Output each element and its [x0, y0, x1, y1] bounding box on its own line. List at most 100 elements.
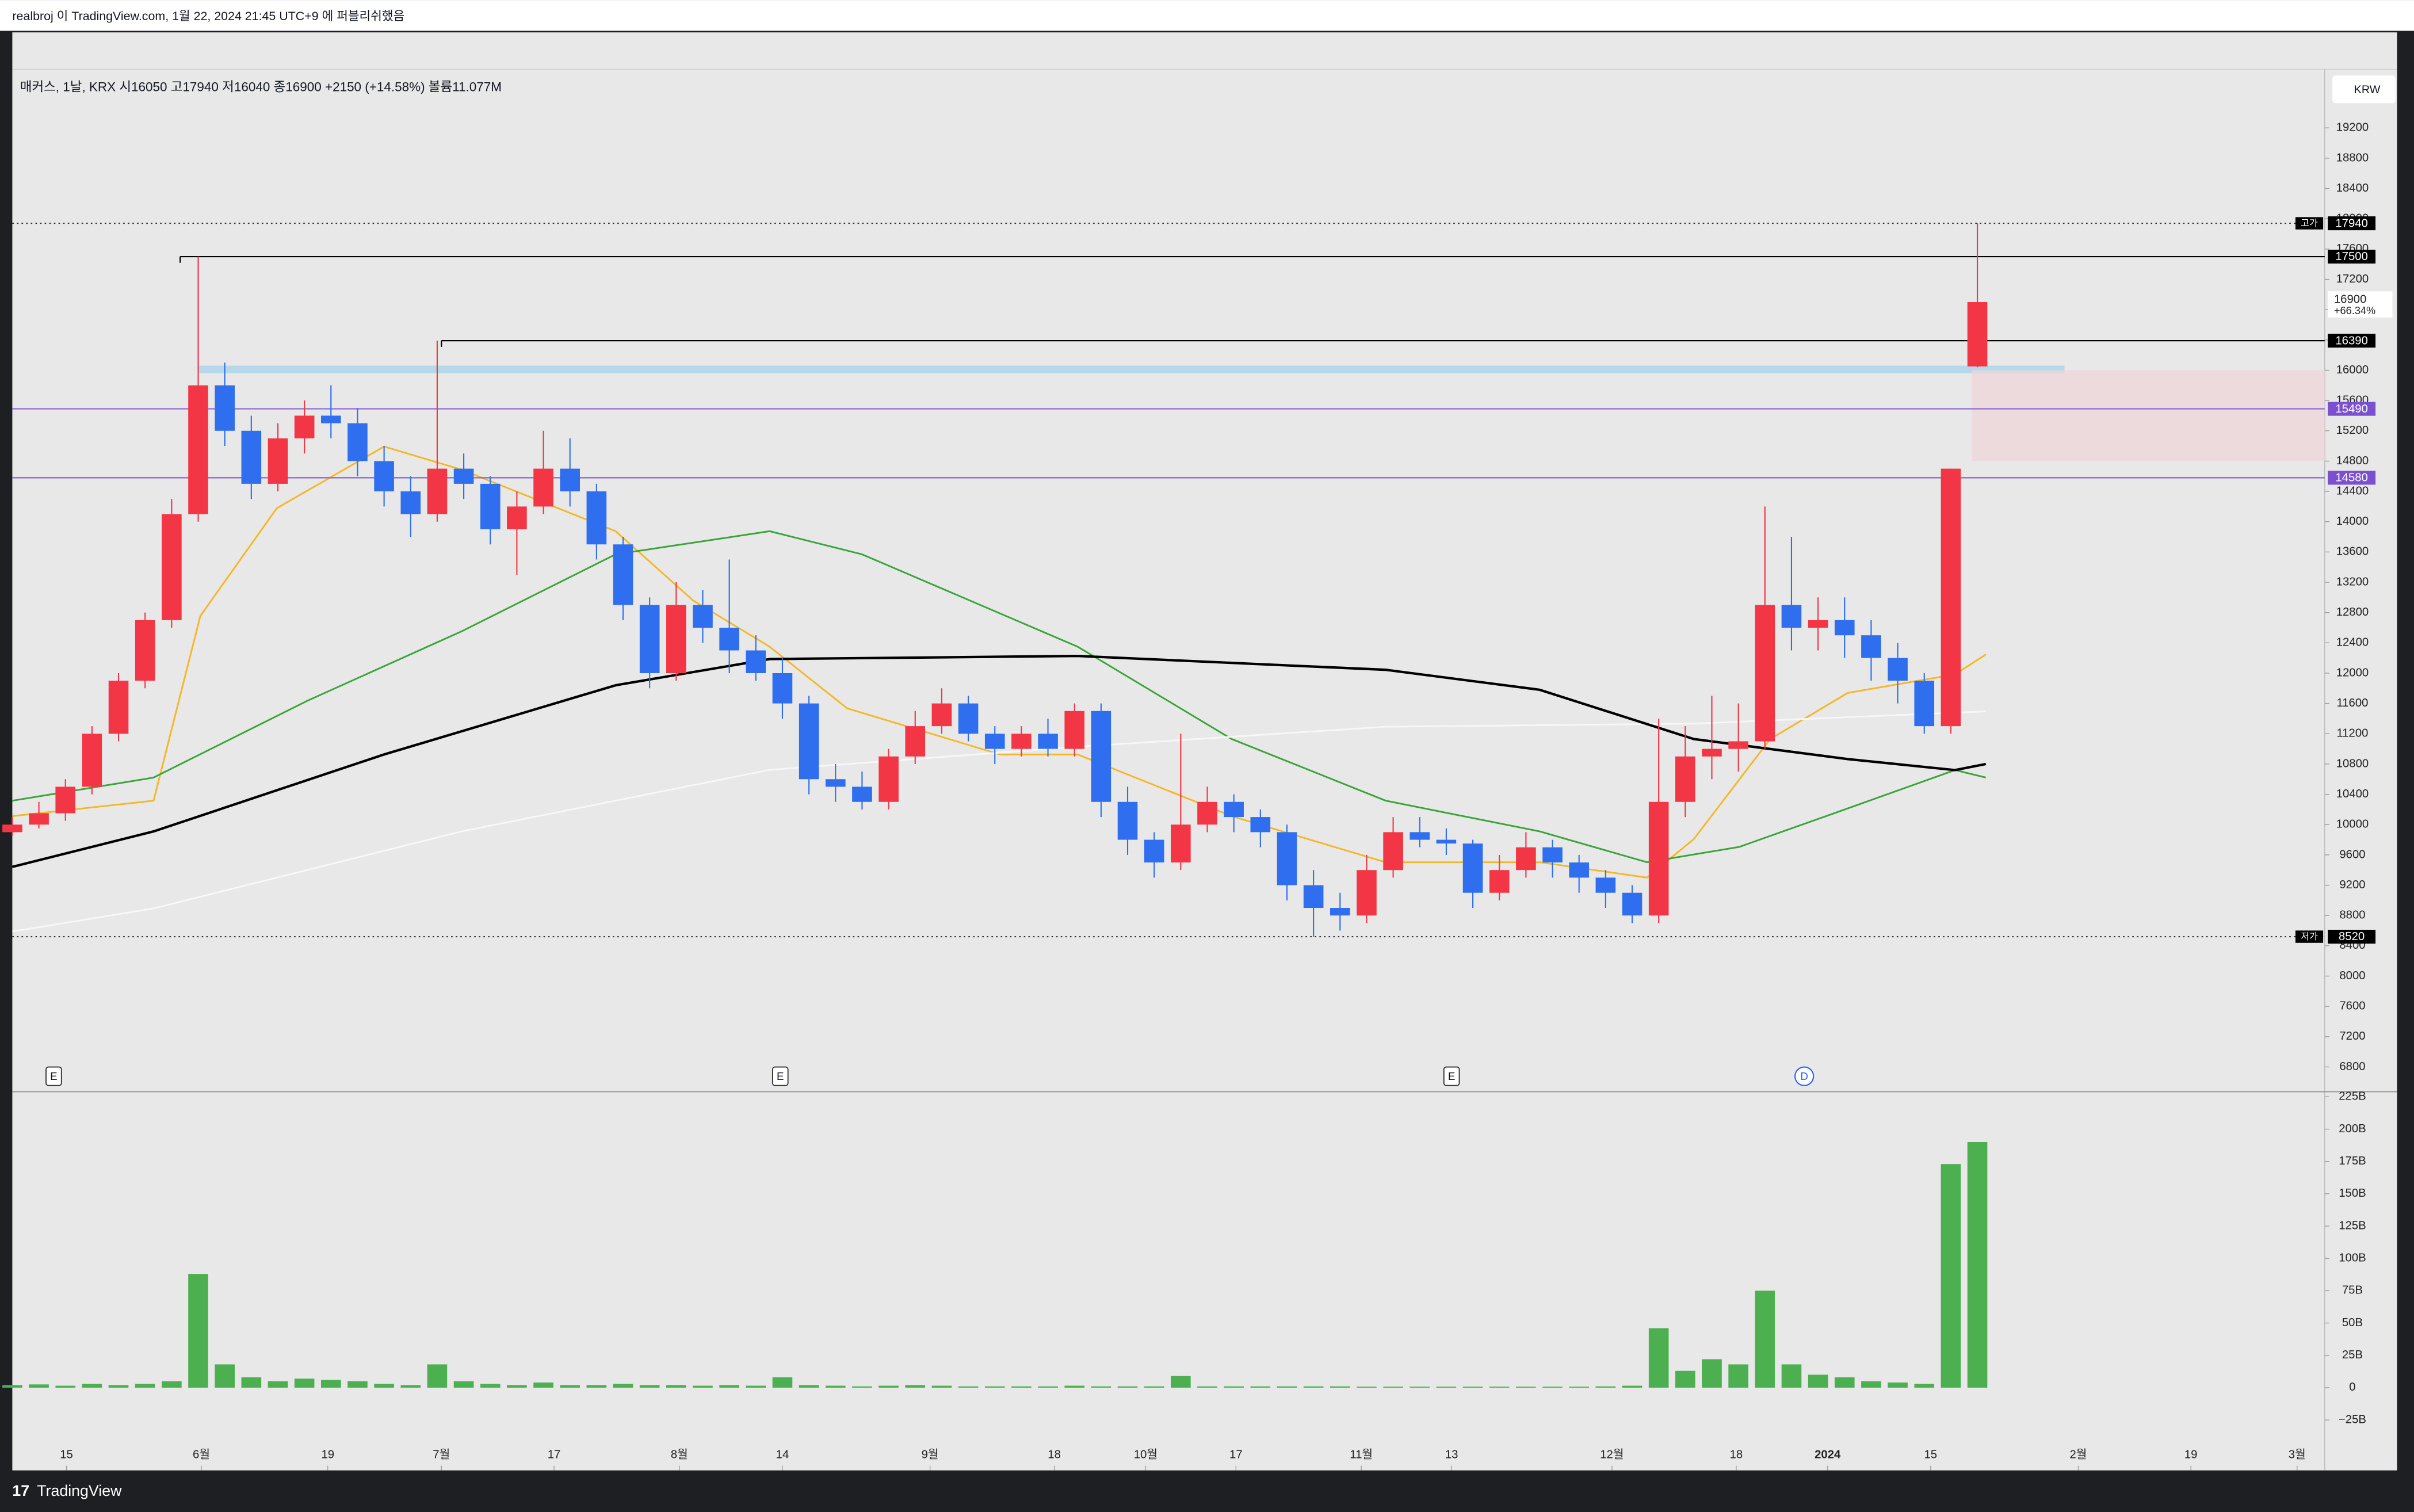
candle-body [1542, 847, 1563, 863]
volume-tick-label: 25B [2342, 1349, 2363, 1361]
candle-body [1941, 468, 1961, 727]
candle-body [586, 491, 607, 545]
volume-bar [29, 1384, 49, 1388]
volume-bar [1462, 1387, 1483, 1388]
candle-body [613, 544, 633, 605]
x-tick-label: 19 [321, 1448, 334, 1461]
volume-bar [693, 1385, 713, 1388]
volume-bar [135, 1384, 155, 1388]
volume-bar [427, 1364, 448, 1388]
volume-bar [1436, 1387, 1457, 1388]
candle-body [1011, 734, 1032, 749]
candle-body [1224, 801, 1244, 818]
x-tick-label: 18 [1048, 1448, 1061, 1461]
volume-bar [1781, 1364, 1802, 1388]
volume-bar [294, 1379, 315, 1388]
header-text: realbroj 이 TradingView.com, 1월 22, 2024 … [12, 9, 404, 23]
price-tag-label: 17940 [2335, 217, 2368, 230]
candle-body [268, 438, 288, 484]
volume-bar [639, 1385, 660, 1388]
y-tick-label: 14800 [2336, 455, 2369, 467]
x-tick-label: 13 [1445, 1448, 1458, 1461]
candle-body [82, 734, 102, 787]
volume-bar [1595, 1386, 1616, 1388]
candle-body [1516, 847, 1536, 870]
candle-body [1808, 620, 1828, 628]
event-label: E [50, 1070, 58, 1082]
y-tick-label: 9600 [2339, 848, 2365, 861]
candle-body [453, 468, 474, 484]
price-tag-label: 15490 [2335, 403, 2368, 415]
currency-box [2332, 75, 2396, 104]
volume-bar [1303, 1386, 1324, 1388]
price-tag [2328, 402, 2376, 416]
volume-bar [878, 1385, 899, 1388]
event-marker [1794, 1066, 1815, 1086]
candle-body [294, 415, 315, 438]
candle-body [1330, 908, 1350, 916]
currency: KRW [2354, 83, 2381, 96]
volume-bar [1144, 1386, 1164, 1388]
x-tick-label: 2월 [2069, 1448, 2087, 1461]
candle-body [878, 756, 899, 802]
volume-bar [215, 1364, 235, 1388]
candle-body [746, 650, 766, 673]
event-marker [1443, 1066, 1460, 1086]
candle-body [1410, 832, 1430, 840]
price-tag-label: 16390 [2335, 334, 2368, 347]
candle-body [1702, 749, 1722, 757]
volume-bar [1888, 1382, 1908, 1388]
volume-bar [1197, 1386, 1217, 1388]
y-tick-label: 19200 [2336, 121, 2369, 134]
volume-bar [320, 1380, 341, 1388]
legend: 매커스, 1날, KRX 시16050 고17940 저16040 종16900… [20, 80, 502, 94]
candle-body [241, 430, 262, 484]
candle-body [825, 779, 846, 787]
candle-body [533, 468, 553, 507]
candle-body [799, 703, 819, 780]
candle-body [1755, 605, 1775, 742]
x-tick-label: 12월 [1600, 1448, 1624, 1461]
volume-bar [453, 1381, 474, 1388]
candle-body [1888, 658, 1908, 681]
volume-bar [1330, 1386, 1350, 1388]
candle-body [1171, 824, 1191, 863]
y-tick-label: 16000 [2336, 364, 2369, 376]
volume-bar [1011, 1386, 1032, 1388]
candle-body [984, 734, 1005, 749]
volume-tick-label: 150B [2339, 1187, 2366, 1200]
x-tick-label: 19 [2184, 1448, 2198, 1461]
last-price-change: +66.34% [2334, 305, 2375, 316]
price-tag [2328, 471, 2376, 485]
moving-average [12, 654, 1987, 868]
x-tick-label: 15 [60, 1448, 73, 1461]
candle-body [1569, 862, 1590, 878]
volume-bar [1834, 1377, 1855, 1388]
candle-body [1197, 801, 1217, 825]
x-tick-label: 17 [1229, 1448, 1243, 1461]
x-tick-label: 18 [1730, 1448, 1743, 1461]
y-tick-label: 7200 [2339, 1030, 2365, 1043]
candle-body [1277, 832, 1297, 885]
volume-bar [400, 1385, 421, 1388]
moving-average [12, 710, 1986, 933]
x-tick-label: 14 [776, 1448, 789, 1461]
volume-bar [825, 1385, 846, 1388]
volume-bar [507, 1385, 527, 1388]
volume-bar [55, 1385, 76, 1388]
footer-logo: TradingView [37, 1482, 122, 1499]
price-tag [2328, 334, 2376, 348]
y-tick-label: 7600 [2339, 1000, 2365, 1013]
volume-bar [1357, 1387, 1377, 1388]
last-price-box [2328, 291, 2393, 318]
price-tag [2328, 930, 2376, 944]
volume-bar [1755, 1290, 1775, 1388]
event-label: E [777, 1070, 784, 1082]
candle-body [215, 385, 235, 431]
y-tick-label: 10000 [2336, 818, 2369, 831]
logo-mark: 17 [12, 1482, 29, 1499]
volume-bar [108, 1385, 129, 1388]
candle-body [480, 483, 501, 529]
candle-body [108, 681, 129, 734]
